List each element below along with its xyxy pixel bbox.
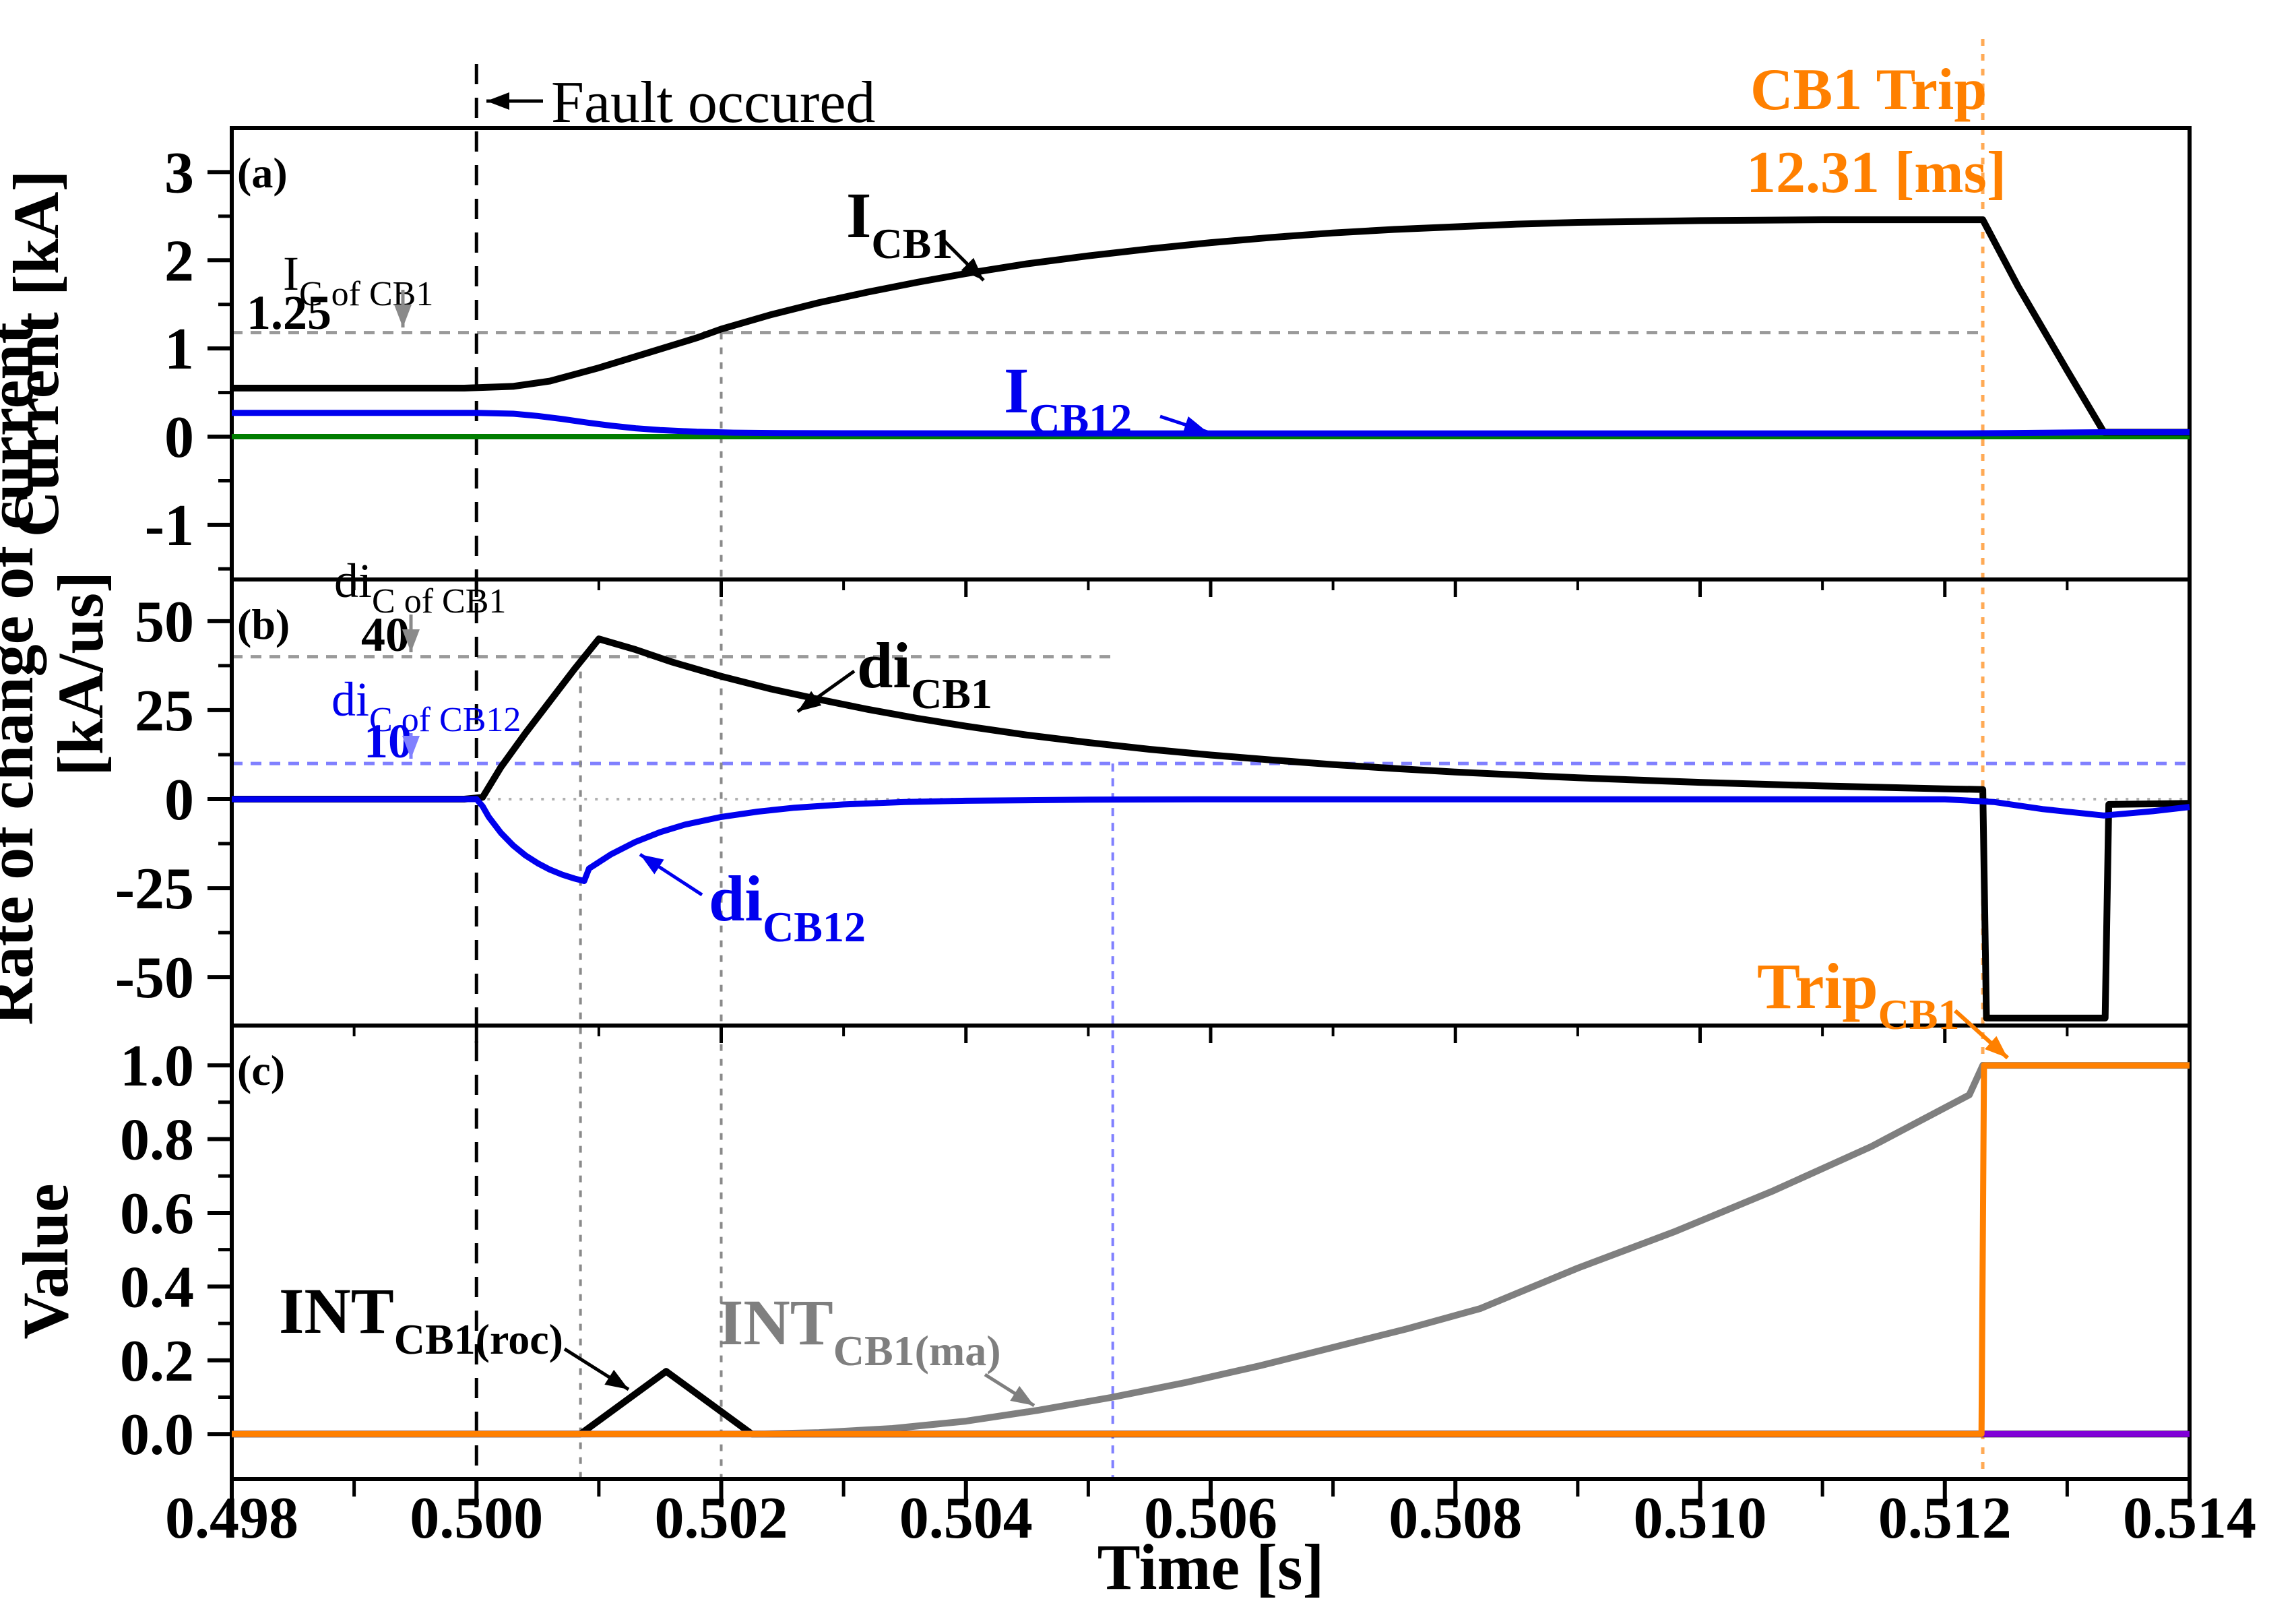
annotation-dicb1-label: diCB1: [857, 629, 992, 718]
ytick-label-a-0: 3: [164, 140, 194, 206]
annotation-arrow-icb12-label-head: [1182, 416, 1207, 433]
ytick-label-b-1: 25: [135, 679, 194, 744]
panel-tag-c: (c): [237, 1046, 285, 1094]
series-INT_CB1_ma: [232, 1062, 2190, 1438]
annotation-di-threshold-cb1-value: 40: [361, 608, 410, 662]
annotation-icb12-label: ICB12: [1004, 354, 1132, 443]
ytick-label-b-2: 0: [164, 767, 194, 833]
series-di_CB12: [232, 796, 2190, 884]
annotation-icb1-label: ICB1: [846, 179, 953, 268]
annotation-tripcb1-label: TripCB1: [1757, 950, 1959, 1038]
ytick-label-a-1: 2: [164, 228, 194, 294]
ytick-label-a-2: 1: [164, 317, 194, 382]
x-axis-title: Time [s]: [1097, 1531, 1325, 1603]
xtick-label-2: 0.502: [655, 1486, 788, 1551]
xtick-label-5: 0.508: [1389, 1486, 1522, 1551]
xtick-label-1: 0.500: [410, 1486, 543, 1551]
xtick-label-0: 0.498: [165, 1486, 298, 1551]
annotation-arrow-i-threshold-value-head: [394, 305, 412, 327]
ytick-label-c-4: 0.2: [120, 1329, 194, 1394]
annotation-i-threshold-label: IC of CB1: [283, 247, 433, 313]
ytick-label-a-4: -1: [145, 493, 194, 559]
series-di_CB1: [232, 635, 2190, 1021]
series-I_CB1: [232, 216, 2190, 436]
annotation-di-threshold-cb12-value: 10: [364, 714, 412, 768]
annotation-arrow-di-threshold-cb12-value-head: [402, 736, 420, 759]
xtick-label-6: 0.510: [1634, 1486, 1767, 1551]
annotation-arrow-icb1-label-head: [961, 257, 984, 280]
annotation-intma-label: INTCB1(ma): [718, 1286, 1001, 1375]
ytick-label-c-0: 1.0: [120, 1034, 194, 1099]
annotation-introc-label: INTCB1(roc): [279, 1275, 563, 1363]
y-axis-title-roc-units: [kA/us]: [44, 571, 117, 776]
annotation-arrow-dicb12-label-head: [640, 854, 664, 875]
annotation-fault-label: Fault occured: [551, 70, 875, 135]
ytick-label-c-2: 0.6: [120, 1181, 194, 1247]
ytick-label-b-3: -25: [115, 856, 194, 922]
ytick-label-b-0: 50: [135, 590, 194, 655]
annotation-dicb12-label: diCB12: [709, 862, 866, 951]
ytick-label-c-1: 0.8: [120, 1108, 194, 1173]
panel-tag-a: (a): [237, 149, 288, 197]
ytick-label-b-4: -50: [115, 945, 194, 1011]
series-I_CB12: [232, 410, 2190, 437]
annotation-arrow-fault-label-head: [486, 92, 509, 110]
y-axis-title-roc: Rate of change of current: [0, 322, 46, 1025]
xtick-label-4: 0.506: [1144, 1486, 1277, 1551]
ytick-label-a-3: 0: [164, 405, 194, 470]
series-Trip_CB1: [232, 1062, 2190, 1437]
annotation-di-threshold-cb1-label: diC of CB1: [334, 554, 506, 621]
ytick-label-c-5: 0.0: [120, 1402, 194, 1468]
annotation-arrow-intma-label-head: [1010, 1385, 1034, 1406]
annotation-cb1-trip-label: CB1 Trip: [1750, 57, 1987, 123]
annotation-arrow-dicb1-label-head: [798, 691, 822, 712]
annotation-i-threshold-value: 1.25: [247, 286, 331, 340]
annotation-arrow-tripcb1-label-head: [1985, 1036, 2008, 1058]
annotation-arrow-introc-label-head: [604, 1369, 629, 1389]
annotation-cb1-trip-time: 12.31 [ms]: [1746, 140, 2006, 206]
y-axis-title-current: Current [kA]: [0, 170, 72, 538]
xtick-label-8: 0.514: [2123, 1486, 2256, 1551]
panel-tag-b: (b): [237, 600, 290, 648]
xtick-label-3: 0.504: [899, 1486, 1033, 1551]
y-axis-title-value: Value: [9, 1183, 82, 1339]
xtick-label-7: 0.512: [1878, 1486, 2012, 1551]
annotation-di-threshold-cb12-label: diC of CB12: [331, 672, 521, 739]
annotation-arrow-di-threshold-cb1-value-head: [402, 629, 420, 652]
ytick-label-c-3: 0.4: [120, 1255, 194, 1320]
